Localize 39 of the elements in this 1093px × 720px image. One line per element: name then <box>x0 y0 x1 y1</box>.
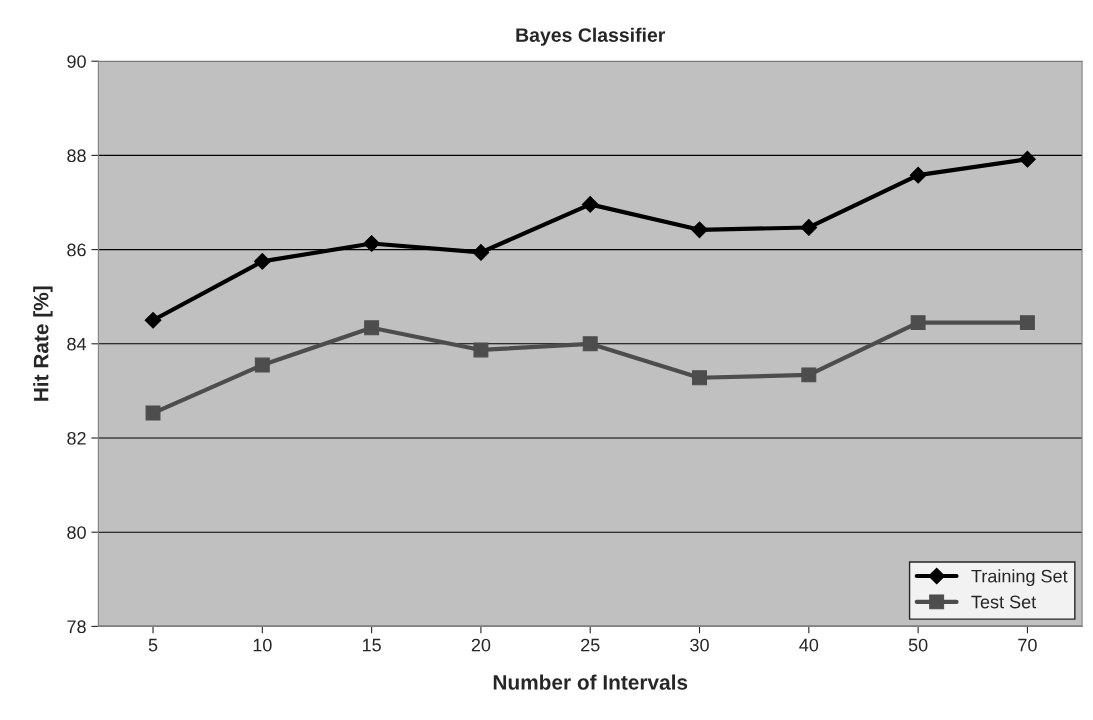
x-tick-label: 50 <box>908 638 928 652</box>
y-tick-label: 90 <box>67 55 86 68</box>
point <box>472 244 490 261</box>
point <box>1019 150 1036 168</box>
x-tick-label: 25 <box>581 638 600 652</box>
point <box>363 235 380 252</box>
point <box>145 405 161 421</box>
y-tick-label: 78 <box>67 620 86 634</box>
point <box>582 336 598 352</box>
x-tick-label: 20 <box>471 638 491 652</box>
point <box>473 342 489 358</box>
point <box>1019 315 1035 331</box>
x-tick-label: 40 <box>799 638 819 652</box>
x-axis-title: Number of Intervals <box>493 674 688 690</box>
legend-label: Test Set <box>971 595 1037 609</box>
point <box>910 315 926 331</box>
x-tick-label: 30 <box>690 638 709 652</box>
point <box>144 311 162 329</box>
point <box>801 367 817 383</box>
point <box>800 219 818 236</box>
y-axis-title: Hit Rate [%] <box>33 286 53 401</box>
point <box>254 357 270 373</box>
x-tick-label: 15 <box>362 638 381 652</box>
y-tick-label: 84 <box>67 337 87 351</box>
y-tick-label: 80 <box>67 526 86 539</box>
point <box>253 253 271 270</box>
point <box>692 370 707 386</box>
point <box>909 166 927 184</box>
y-tick-label: 82 <box>67 431 86 445</box>
point <box>581 196 599 213</box>
x-tick-label: 5 <box>148 638 158 652</box>
chart-title: Bayes Classifier <box>516 27 666 46</box>
legend-label: Training Set <box>971 569 1068 587</box>
y-tick-label: 88 <box>67 149 86 163</box>
y-tick-label: 86 <box>67 243 86 257</box>
point <box>691 221 708 239</box>
x-tick-label: 10 <box>253 638 272 652</box>
point <box>364 320 380 336</box>
x-tick-label: 70 <box>1018 638 1037 652</box>
